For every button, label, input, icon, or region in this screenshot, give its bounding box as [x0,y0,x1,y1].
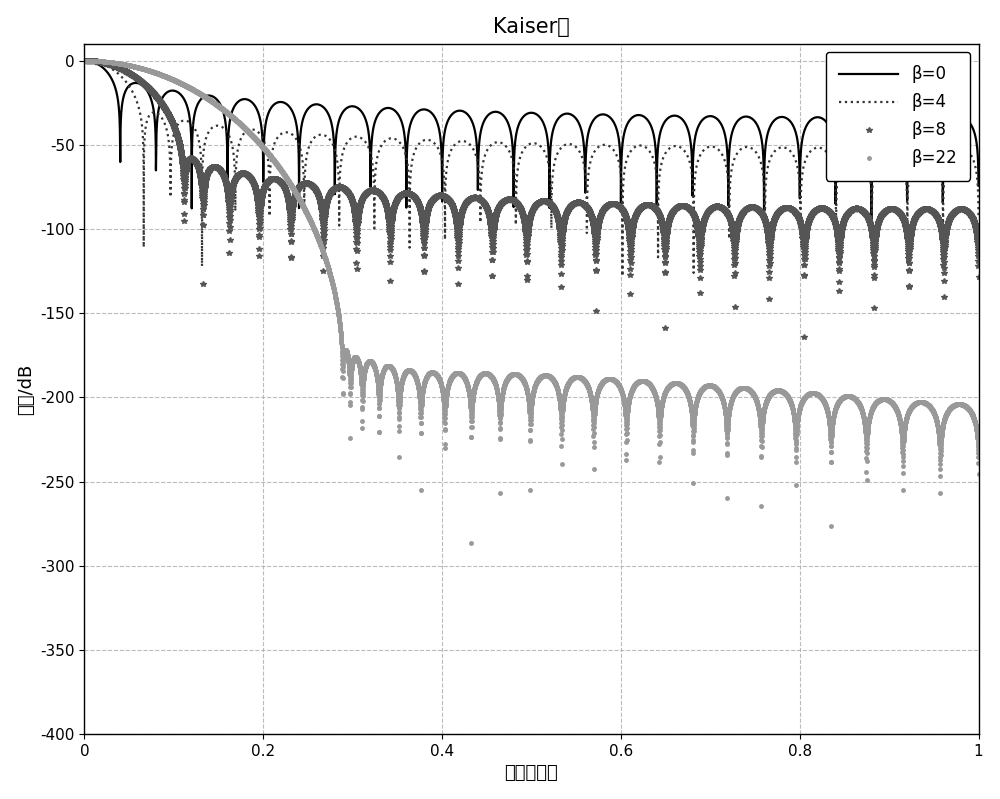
β=22 [451,368,463,378]
β=0 [347,101,359,111]
β=4 [451,138,463,148]
β=8 [724,215,736,225]
Title: Kaiser窗: Kaiser窗 [493,17,570,37]
β=8 [347,198,359,208]
β=22 [347,357,359,367]
β=8 [451,221,463,230]
β=22 [842,392,854,401]
Y-axis label: 振幅/dB: 振幅/dB [17,364,35,415]
β=4 [724,180,736,189]
Legend: β=0, β=4, β=8, β=22: β=0, β=4, β=8, β=22 [826,52,970,181]
β=22 [443,378,455,388]
β=4 [347,133,359,142]
β=0 [451,106,463,116]
β=22 [554,399,566,408]
β=8 [798,332,810,342]
Line: β=4: β=4 [84,61,979,276]
β=0 [554,112,566,121]
β=8 [554,229,566,238]
β=4 [616,271,628,280]
β=22 [973,469,985,479]
β=22 [724,401,736,411]
β=0 [443,113,455,123]
β=22 [78,56,90,66]
β=8 [78,56,90,66]
β=8 [443,196,455,205]
β=22 [465,539,477,548]
β=0 [842,114,854,124]
β=4 [842,145,854,154]
β=4 [78,56,90,66]
Line: β=0: β=0 [84,61,979,233]
β=0 [724,139,736,149]
β=4 [443,151,455,161]
β=0 [865,228,877,237]
Line: β=22: β=22 [81,58,982,547]
β=8 [973,272,985,281]
X-axis label: 归一化频率: 归一化频率 [505,765,558,782]
β=0 [973,181,985,191]
β=8 [842,208,854,217]
β=4 [973,212,985,221]
β=4 [554,145,566,154]
β=0 [78,56,90,66]
Line: β=8: β=8 [82,58,981,340]
